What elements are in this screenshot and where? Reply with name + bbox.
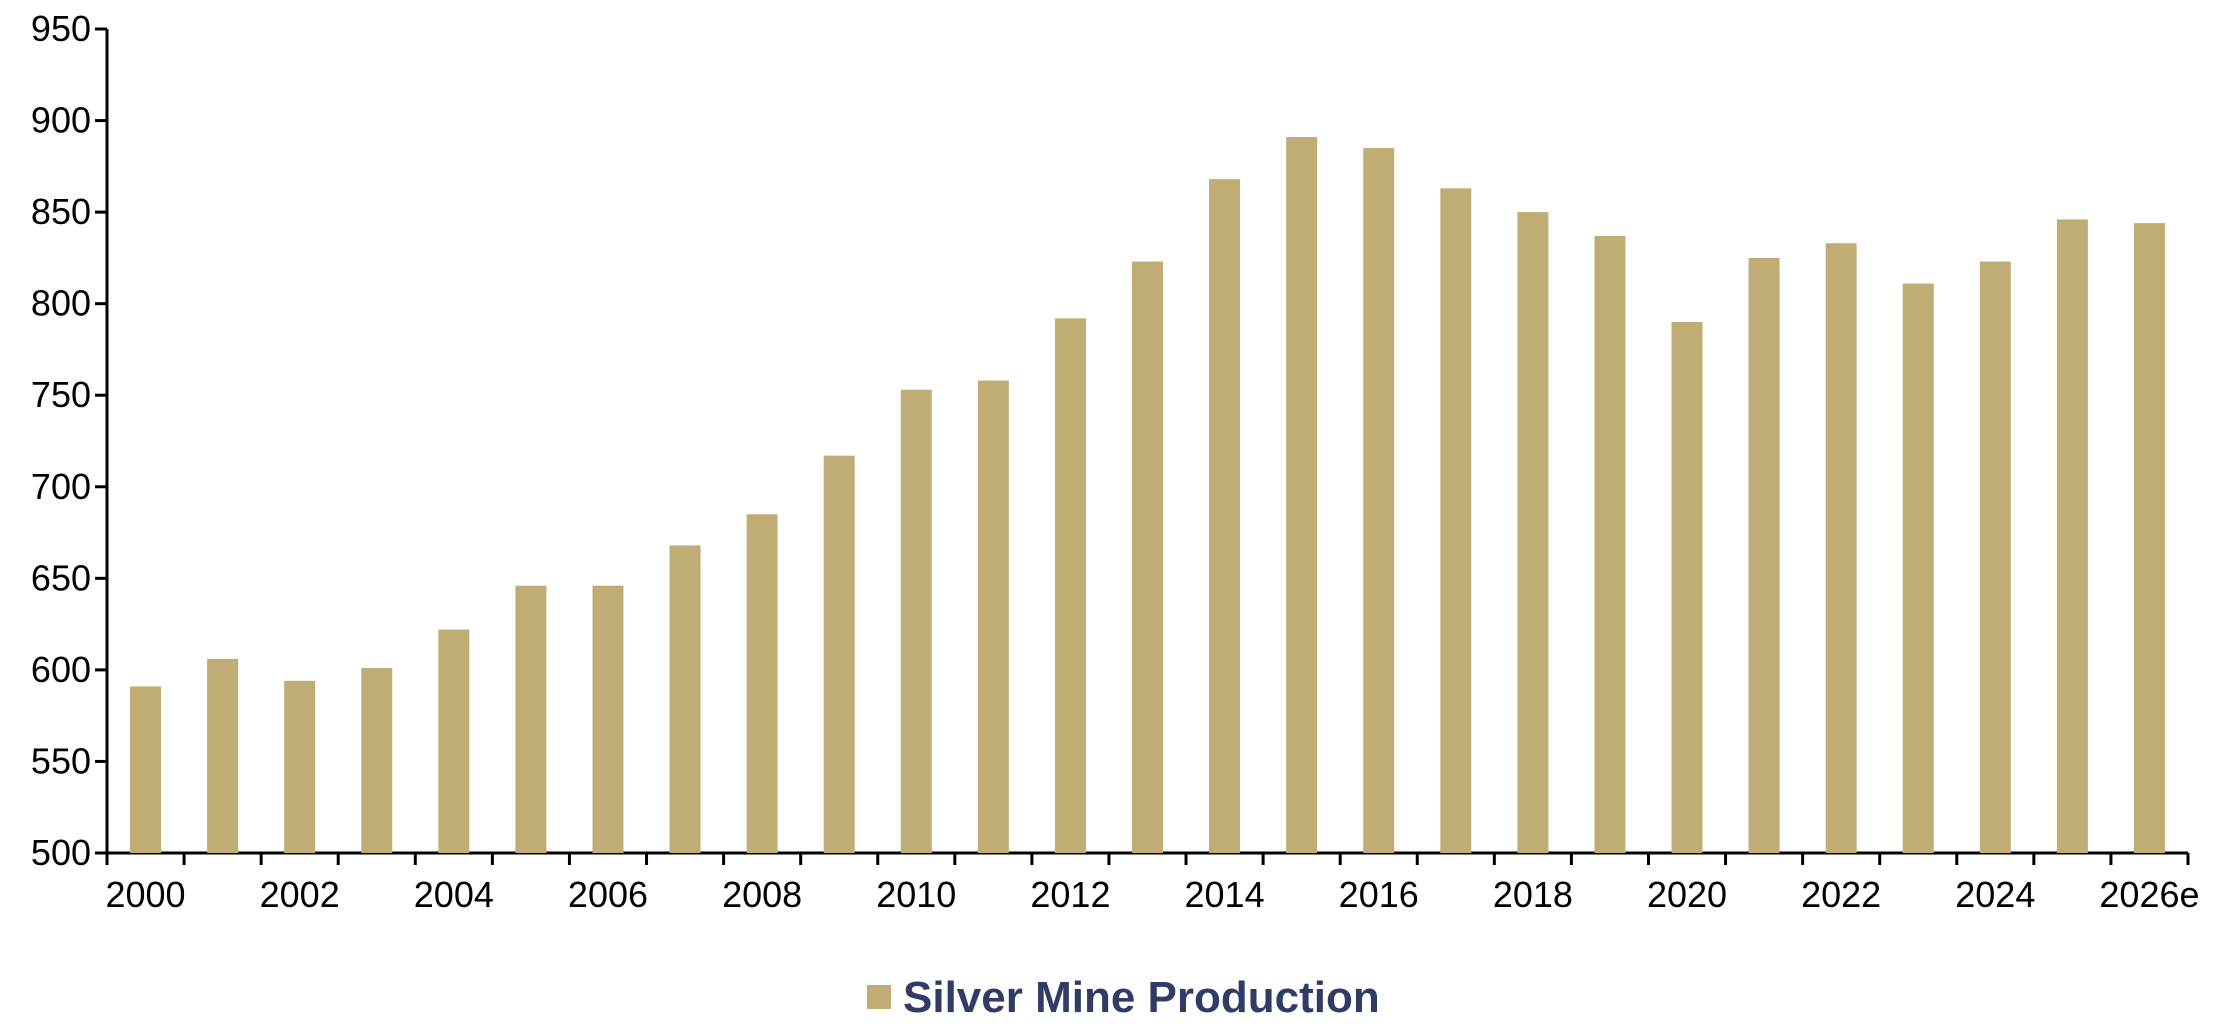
- legend-label: Silver Mine Production: [903, 973, 1380, 1022]
- bar-2013: [1132, 261, 1163, 853]
- x-tick-label: 2010: [876, 874, 956, 915]
- bar-2025: [2056, 219, 2088, 854]
- x-tick-label: 2026e: [2099, 874, 2199, 915]
- bar-2008: [746, 514, 778, 853]
- bar-2004: [438, 629, 470, 853]
- bar-2003: [361, 668, 393, 853]
- x-tick-label: 2020: [1647, 874, 1727, 915]
- bar-2006: [592, 585, 624, 853]
- x-tick-label: 2018: [1493, 874, 1573, 915]
- bar-2017: [1440, 188, 1472, 854]
- bar-2014: [1209, 179, 1241, 853]
- y-tick-label: 550: [31, 740, 91, 781]
- y-tick-label: 750: [31, 374, 91, 415]
- y-tick-label: 900: [31, 100, 91, 141]
- y-axis: 500 550 600 650 700 750 800 850 900 950: [31, 8, 109, 873]
- bar-2011: [977, 380, 1009, 853]
- x-tick-label: 2024: [1955, 874, 2035, 915]
- y-tick-label: 950: [31, 8, 91, 49]
- bar-2001: [207, 658, 239, 853]
- bar-2022: [1825, 243, 1857, 854]
- y-tick-label: 600: [31, 649, 91, 690]
- x-tick-label: 2022: [1801, 874, 1881, 915]
- x-tick-label: 2012: [1030, 874, 1110, 915]
- x-tick-label: 2004: [414, 874, 494, 915]
- bar-2009: [823, 455, 855, 853]
- y-tick-label: 850: [31, 191, 91, 232]
- x-tick-label: 2002: [260, 874, 340, 915]
- y-tick-label: 800: [31, 283, 91, 324]
- bar-2015: [1286, 137, 1318, 854]
- x-tick-label: 2014: [1185, 874, 1265, 915]
- bar-2012: [1054, 318, 1086, 853]
- bar-2005: [515, 585, 547, 853]
- bar-2018: [1517, 212, 1549, 854]
- y-tick-label: 650: [31, 557, 91, 598]
- bar-2010: [900, 389, 932, 853]
- bar-2019: [1594, 235, 1626, 854]
- x-tick-label: 2006: [568, 874, 648, 915]
- x-tick-label: 2000: [105, 874, 185, 915]
- bar-2000: [130, 686, 162, 853]
- bars: [130, 137, 2165, 854]
- y-tick-label: 500: [31, 832, 91, 873]
- legend: Silver Mine Production: [867, 973, 1380, 1022]
- y-tick-label: 700: [31, 466, 91, 507]
- bar-2007: [669, 545, 701, 853]
- x-axis: 2000 2002 2004 2006 2008 2010 2012 2014 2016 2018…: [105, 851, 2200, 915]
- bar-2020: [1671, 321, 1703, 853]
- bar-2023: [1902, 283, 1934, 854]
- x-tick-label: 2008: [722, 874, 802, 915]
- legend-swatch: [867, 985, 891, 1009]
- bar-2016: [1363, 148, 1395, 853]
- bar-2021: [1748, 257, 1780, 853]
- x-tick-label: 2016: [1339, 874, 1419, 915]
- bar-2024: [1979, 261, 2011, 853]
- bar-2026e: [2133, 223, 2165, 853]
- bar-2002: [284, 680, 316, 853]
